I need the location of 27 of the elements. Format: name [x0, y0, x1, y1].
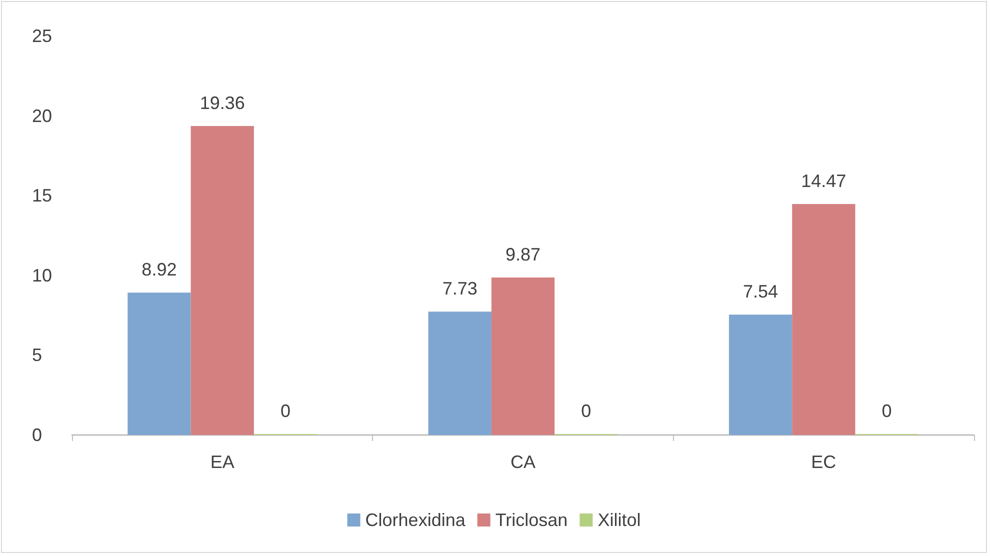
y-tick-label: 20 — [32, 106, 52, 126]
data-label: 0 — [581, 401, 592, 421]
y-tick-label: 10 — [32, 265, 52, 286]
data-label: 0 — [882, 401, 892, 421]
bar — [491, 277, 555, 435]
legend-label: Triclosan — [495, 510, 568, 530]
bar — [428, 312, 492, 435]
data-label: 0 — [280, 401, 290, 421]
bar — [128, 292, 191, 435]
data-label: 14.47 — [801, 171, 846, 192]
y-tick-label: 25 — [32, 26, 52, 46]
y-tick-label: 15 — [32, 186, 52, 206]
x-tick-label: EC — [811, 452, 836, 472]
y-tick-label: 5 — [32, 345, 42, 366]
data-label: 7.73 — [442, 278, 478, 299]
legend-label: Xilitol — [598, 510, 641, 530]
legend-label: Clorhexidina — [365, 510, 466, 530]
data-label: 19.36 — [200, 93, 245, 114]
x-tick-label: EA — [210, 452, 234, 472]
bar — [728, 314, 792, 435]
bar — [792, 204, 856, 435]
bar — [190, 126, 254, 435]
y-tick-label: 0 — [32, 425, 42, 445]
data-label: 7.54 — [743, 282, 778, 302]
x-tick-label: CA — [510, 452, 536, 472]
data-label: 9.87 — [505, 244, 541, 264]
data-label: 8.92 — [142, 260, 177, 280]
